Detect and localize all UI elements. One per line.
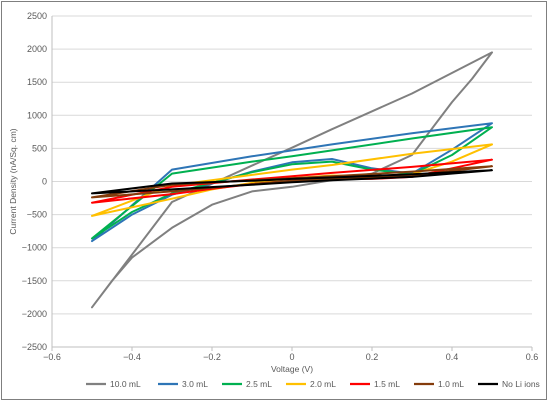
legend-item: 1.5 mL [350, 379, 400, 389]
x-tick-label: 0 [289, 352, 294, 362]
x-tick-label: −0.6 [43, 352, 61, 362]
axes [51, 16, 533, 351]
series-lines [91, 51, 493, 309]
x-tick-label: 0.6 [526, 352, 539, 362]
legend-item: 2.5 mL [222, 379, 272, 389]
legend-item: No Li ions [478, 379, 540, 389]
legend-item: 3.0 mL [158, 379, 208, 389]
y-tick-label: 2000 [27, 44, 47, 54]
legend-label: 2.5 mL [246, 379, 272, 389]
legend-label: 10.0 mL [110, 379, 141, 389]
y-tick-label: 1000 [27, 110, 47, 120]
y-tick-label: 0 [42, 177, 47, 187]
series-line-7 [91, 169, 493, 195]
x-tick-label: −0.4 [123, 352, 141, 362]
legend-label: 1.5 mL [374, 379, 400, 389]
legend-item: 10.0 mL [86, 379, 141, 389]
y-tick-label: 1500 [27, 77, 47, 87]
legend-label: 1.0 mL [438, 379, 464, 389]
legend: 10.0 mL 3.0 mL 2.5 mL 2.0 mL 1.5 mL 1.0 mL No … [86, 379, 540, 389]
x-tick-label: 0.4 [446, 352, 459, 362]
y-tick-label: −2000 [22, 309, 47, 319]
y-axis-title: Current Density (nA/Sq. cm) [8, 128, 18, 234]
chart-frame: 2500 2000 1500 1000 500 0 −500 −1000 −1500 −2000 −… [1, 1, 547, 400]
y-tick-label: 2500 [27, 11, 47, 21]
chart: 2500 2000 1500 1000 500 0 −500 −1000 −1500 −2000 −… [8, 11, 540, 389]
y-tick-label: −1000 [22, 243, 47, 253]
legend-label: No Li ions [502, 379, 540, 389]
legend-item: 2.0 mL [286, 379, 336, 389]
x-tick-label: 0.2 [366, 352, 379, 362]
legend-label: 3.0 mL [182, 379, 208, 389]
series-line-1 [91, 51, 493, 309]
tick-labels: 2500 2000 1500 1000 500 0 −500 −1000 −1500 −2000 −… [22, 11, 539, 362]
x-axis-title: Voltage (V) [271, 364, 313, 374]
legend-label: 2.0 mL [310, 379, 336, 389]
legend-item: 1.0 mL [414, 379, 464, 389]
y-tick-label: −500 [27, 210, 47, 220]
y-tick-label: −1500 [22, 276, 47, 286]
x-tick-label: −0.2 [203, 352, 221, 362]
y-tick-label: 500 [32, 143, 47, 153]
y-tick-label: −2500 [22, 342, 47, 352]
